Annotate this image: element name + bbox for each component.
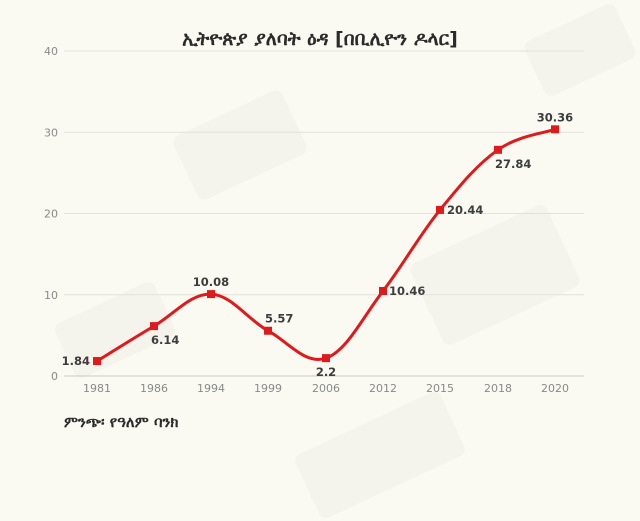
x-tick-label: 2018	[484, 382, 512, 395]
gridlines	[64, 50, 584, 377]
data-point-marker	[436, 205, 444, 214]
x-tick-label: 2012	[369, 382, 397, 395]
chart-title: ኢትዮጵያ ያለባት ዕዳ [በቢሊዮን ዶላር]	[182, 28, 458, 50]
data-point-marker	[551, 125, 559, 134]
x-tick-label: 1994	[197, 382, 225, 395]
data-label: 20.44	[447, 203, 483, 217]
data-point-marker	[93, 357, 101, 366]
y-tick-label: 10	[44, 289, 58, 302]
x-tick-label: 2020	[541, 382, 569, 395]
data-label: 30.36	[537, 110, 573, 124]
data-label: 10.46	[389, 284, 425, 298]
y-tick-label: 20	[44, 208, 58, 221]
y-tick-label: 40	[44, 45, 58, 58]
x-tick-label: 2006	[312, 382, 340, 395]
data-point-marker	[494, 145, 502, 154]
data-label: 5.57	[265, 312, 293, 326]
data-label: 1.84	[62, 354, 90, 368]
data-point-marker	[264, 326, 272, 335]
data-point-marker	[379, 287, 387, 296]
data-point-marker	[207, 290, 215, 299]
x-tick-label: 2015	[426, 382, 454, 395]
data-markers	[93, 125, 559, 366]
y-tick-label: 30	[44, 126, 58, 139]
line-chart: 0 10 20 30 40 1981 1986 1994 1999 2006 2012 2015 20…	[44, 45, 584, 395]
y-axis-ticks: 0 10 20 30 40	[44, 45, 58, 383]
x-tick-label: 1986	[140, 382, 168, 395]
data-labels: 1.84 6.14 10.08 5.57 2.2 10.46 20.44 27.84 30.36	[62, 110, 574, 379]
data-point-marker	[322, 354, 330, 363]
data-label: 2.2	[316, 365, 336, 379]
data-label: 6.14	[151, 333, 179, 347]
data-label: 27.84	[495, 157, 531, 171]
debt-line	[95, 127, 557, 363]
data-point-marker	[150, 322, 158, 331]
x-axis-ticks: 1981 1986 1994 1999 2006 2012 2015 2018 2020	[83, 382, 569, 395]
data-label: 10.08	[193, 275, 229, 289]
y-tick-label: 0	[51, 370, 58, 383]
x-tick-label: 1999	[254, 382, 282, 395]
x-tick-label: 1981	[83, 382, 111, 395]
source-note: ምንጭ፡ የዓለም ባንክ	[64, 413, 179, 431]
